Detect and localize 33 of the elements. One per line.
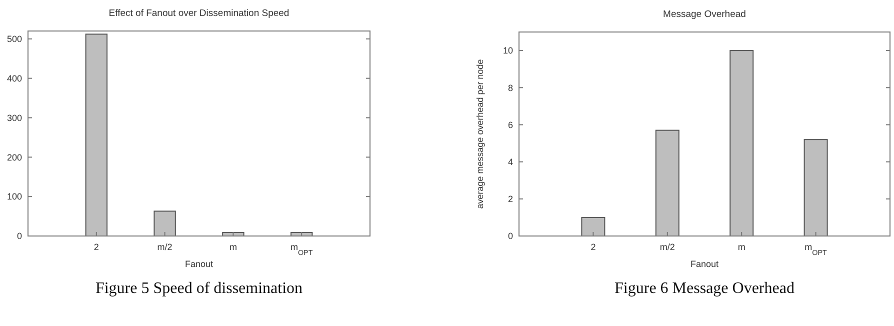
- x-tick-label: 2: [590, 242, 596, 252]
- x-tick-label: m$_{OPT}$: [804, 242, 828, 256]
- y-tick-label: 2: [508, 194, 513, 204]
- x-tick-label: m: [229, 242, 237, 252]
- x-axis-title: Fanout: [690, 259, 720, 269]
- x-tick-label: m: [738, 242, 746, 252]
- x-tick-label: 2: [94, 242, 99, 252]
- y-tick-label: 500: [6, 34, 22, 44]
- y-tick-label: 200: [6, 152, 22, 162]
- bar: [85, 34, 108, 236]
- y-axis-title: average message overhead per node: [475, 59, 485, 209]
- y-tick-label: 4: [508, 156, 513, 167]
- y-tick-label: 8: [508, 82, 513, 93]
- bar: [581, 216, 606, 236]
- bar: [655, 130, 680, 236]
- x-tick-label: m/2: [157, 242, 172, 252]
- y-tick-label: 0: [508, 231, 513, 242]
- x-tick-label: m$_{OPT}$: [290, 242, 314, 256]
- caption: Figure 6 Message Overhead: [614, 280, 794, 297]
- chart-title: Message Overhead: [663, 9, 746, 20]
- y-tick-label: 6: [508, 120, 513, 130]
- bar: [154, 210, 176, 236]
- chart-title: Effect of Fanout over Dissemination Speed: [108, 8, 290, 19]
- bar: [804, 139, 828, 236]
- x-axis-title: Fanout: [184, 259, 214, 269]
- y-tick-label: 0: [16, 231, 22, 242]
- bar: [730, 50, 754, 236]
- x-tick-label: m/2: [660, 242, 675, 252]
- y-tick-label: 100: [6, 192, 22, 202]
- caption: Figure 5 Speed of dissemination: [95, 280, 303, 297]
- y-tick-label: 300: [6, 112, 22, 123]
- y-tick-label: 400: [6, 73, 22, 84]
- y-tick-label: 10: [502, 46, 513, 56]
